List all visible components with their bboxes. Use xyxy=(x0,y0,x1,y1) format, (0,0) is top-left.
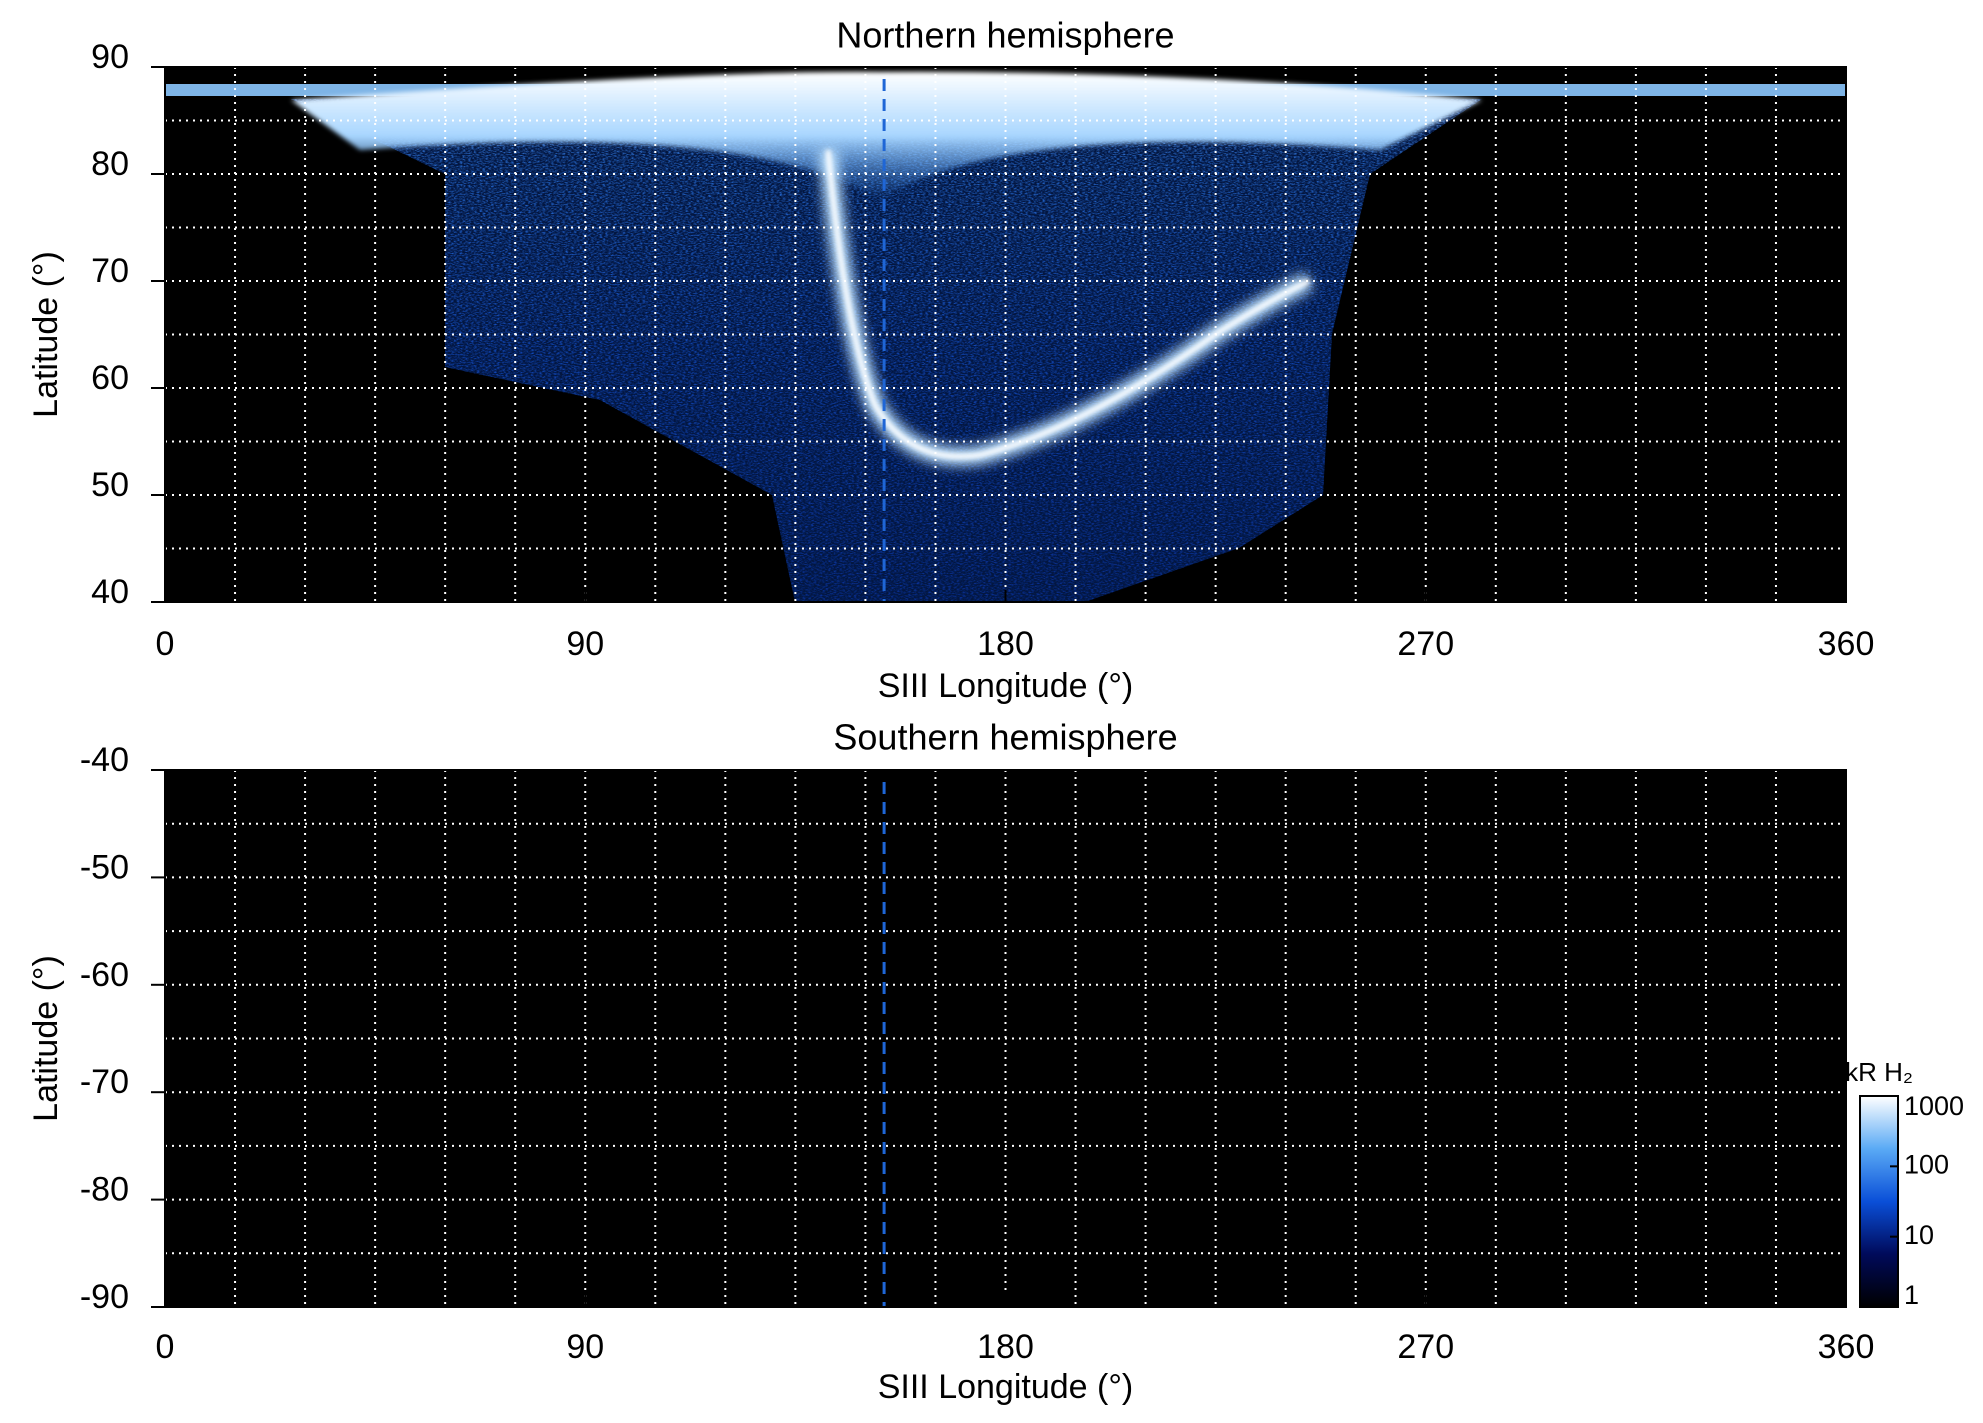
y-tick-label: 90 xyxy=(91,38,129,76)
panel-title: Southern hemisphere xyxy=(833,717,1177,758)
colorbar xyxy=(1859,1095,1899,1308)
y-tick-label: -70 xyxy=(80,1063,129,1101)
x-tick-label: 360 xyxy=(1818,625,1875,663)
x-tick-label: 180 xyxy=(977,625,1034,663)
y-tick-label: -40 xyxy=(80,741,129,779)
panel-title: Northern hemisphere xyxy=(836,15,1174,56)
x-tick-label: 180 xyxy=(977,1328,1034,1366)
y-tick-label: -90 xyxy=(80,1278,129,1316)
aurora-image xyxy=(165,71,1846,602)
y-tick-label: 60 xyxy=(91,359,129,397)
colorbar-label: kR H₂ xyxy=(1845,1057,1913,1087)
colorbar-tick-label: 10 xyxy=(1904,1220,1934,1250)
x-tick-label: 360 xyxy=(1818,1328,1875,1366)
x-tick-label: 270 xyxy=(1397,1328,1454,1366)
y-tick-label: 40 xyxy=(91,573,129,611)
x-tick-label: 270 xyxy=(1397,625,1454,663)
y-tick-label: -50 xyxy=(80,848,129,886)
x-axis-label: SIII Longitude (°) xyxy=(878,667,1134,705)
y-tick-label: 50 xyxy=(91,466,129,504)
y-axis-label: Latitude (°) xyxy=(27,955,65,1122)
y-tick-label: -60 xyxy=(80,956,129,994)
colorbar-tick-label: 1000 xyxy=(1904,1091,1964,1121)
y-tick-label: 80 xyxy=(91,145,129,183)
y-axis-label: Latitude (°) xyxy=(27,251,65,418)
x-tick-label: 90 xyxy=(566,1328,604,1366)
x-tick-label: 0 xyxy=(156,625,175,663)
y-tick-label: -80 xyxy=(80,1171,129,1209)
colorbar-tick-label: 100 xyxy=(1904,1149,1949,1179)
x-axis-label: SIII Longitude (°) xyxy=(878,1368,1134,1406)
y-tick-label: 70 xyxy=(91,252,129,290)
x-tick-label: 0 xyxy=(156,1328,175,1366)
x-tick-label: 90 xyxy=(566,625,604,663)
colorbar-tick-label: 1 xyxy=(1904,1280,1919,1310)
